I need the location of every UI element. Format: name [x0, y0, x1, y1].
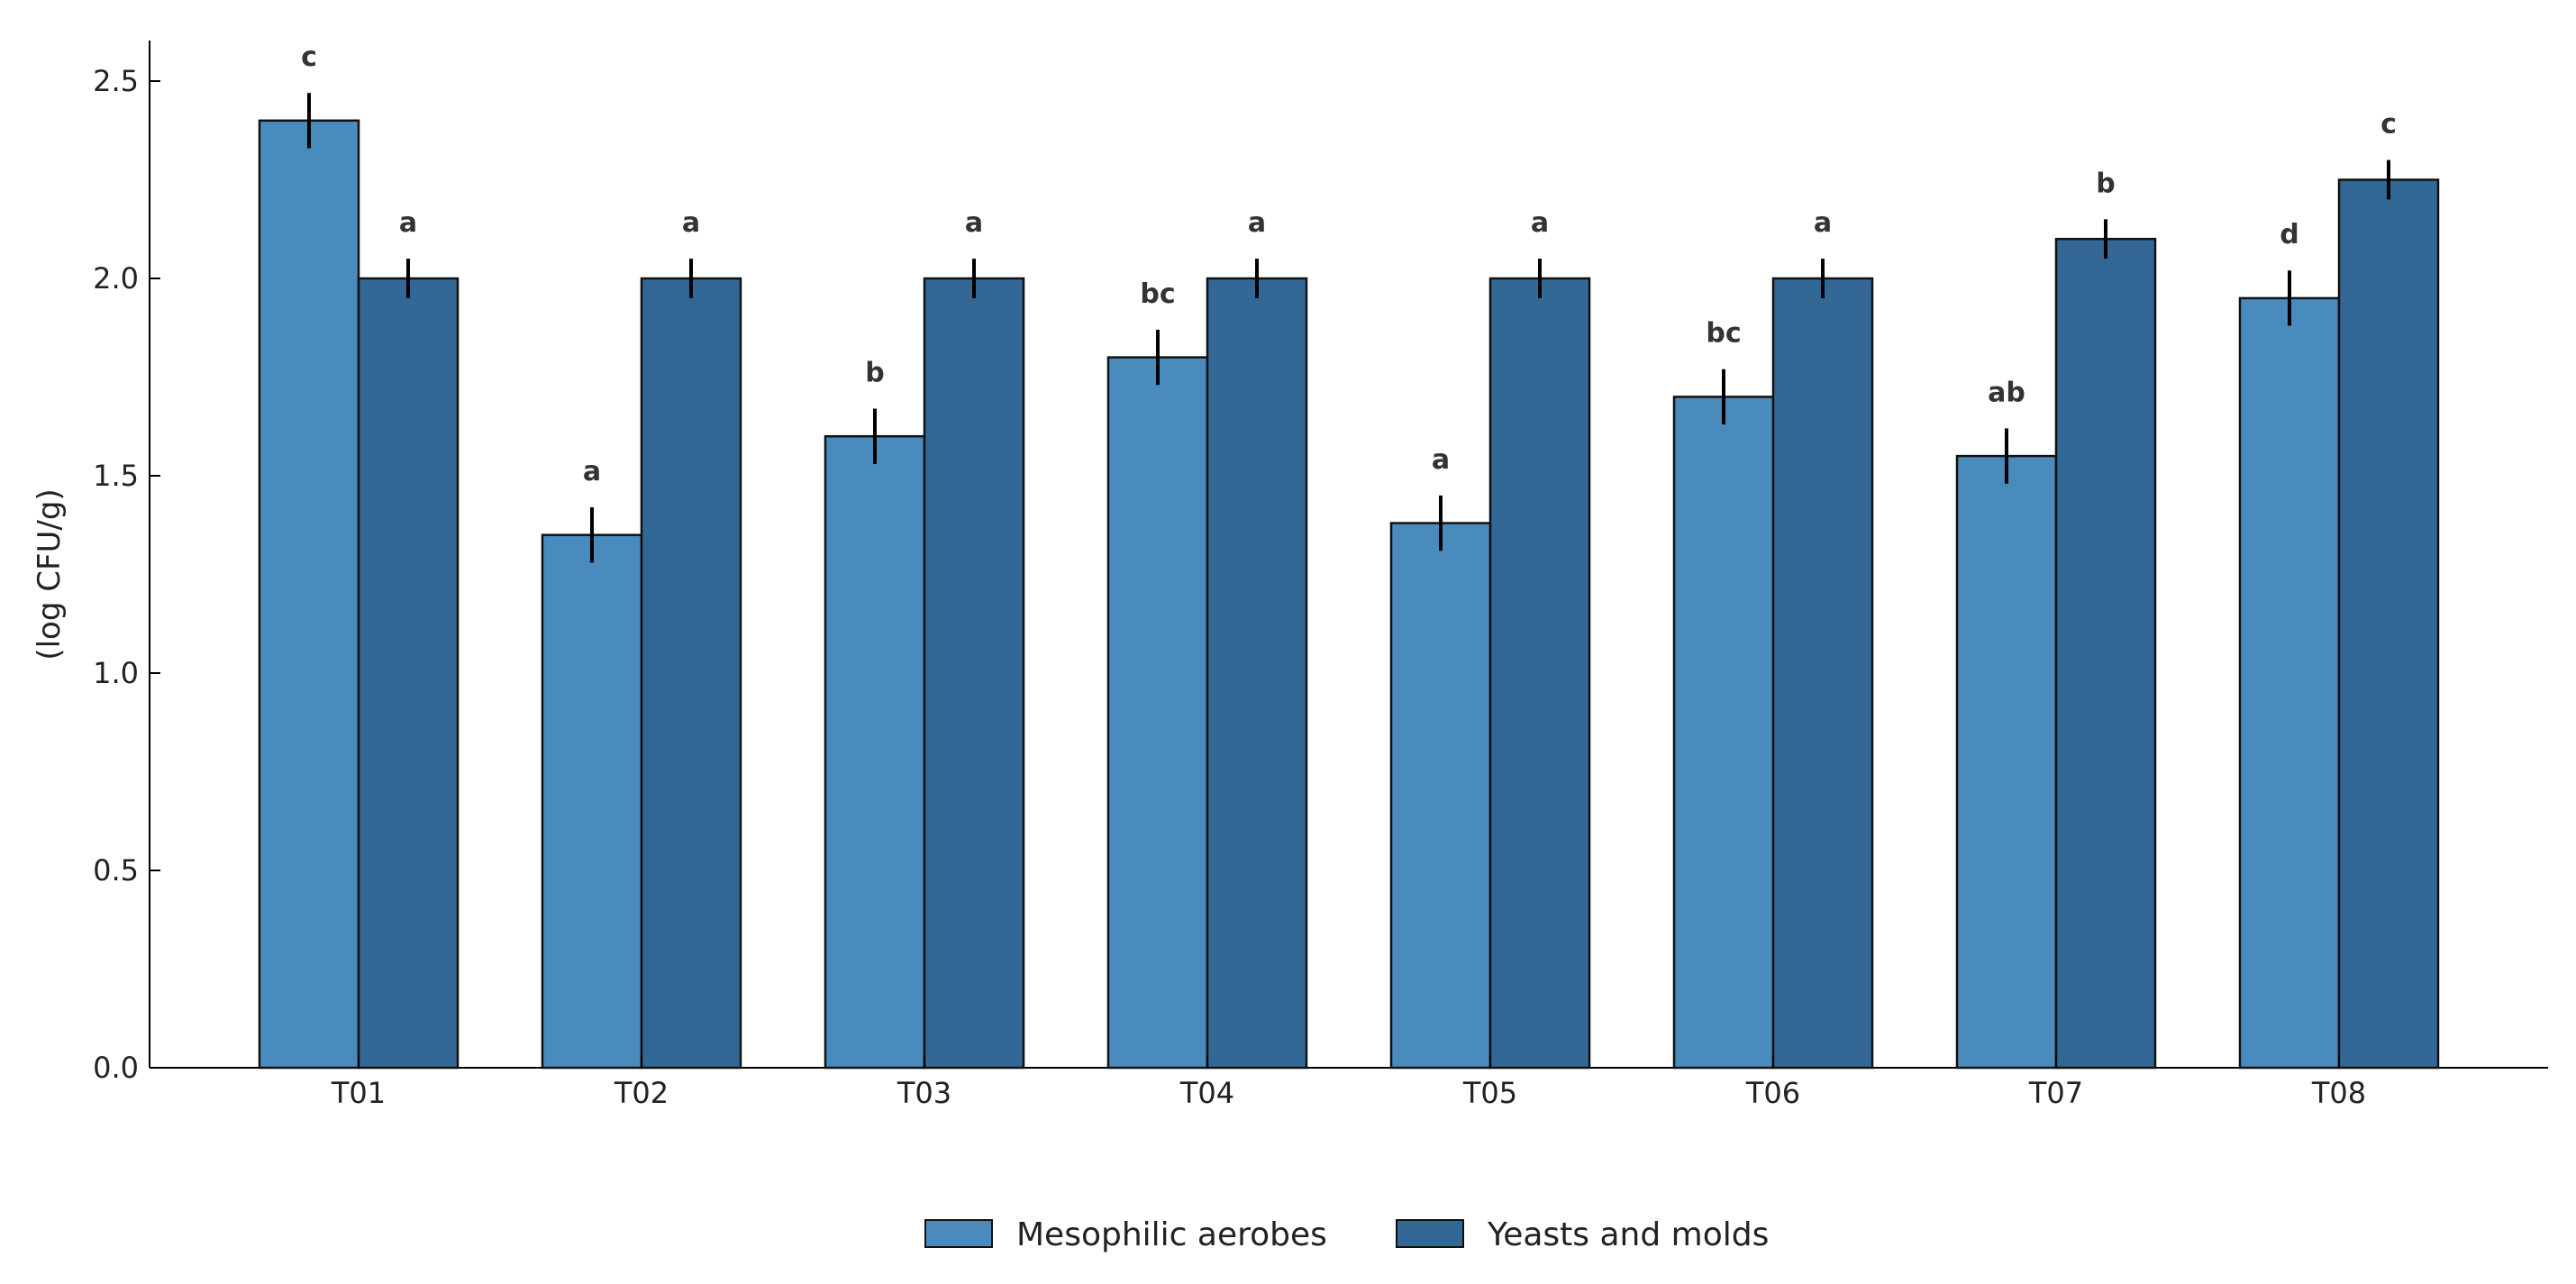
bar-mesophilic-t06: [1672, 396, 1775, 1070]
significance-label: a: [682, 207, 700, 239]
y-axis-label: (log CFU/g): [32, 488, 68, 660]
y-tick-label: 1.0: [93, 656, 139, 690]
legend-label: Mesophilic aerobes: [1016, 1216, 1327, 1253]
y-tick-label: 2.5: [93, 64, 139, 98]
bar-mesophilic-t01: [258, 119, 360, 1070]
significance-label: a: [1248, 207, 1266, 239]
bar-mesophilic-t04: [1106, 356, 1209, 1070]
significance-label: b: [2096, 168, 2115, 199]
legend: Mesophilic aerobes Yeasts and molds: [924, 1216, 1769, 1253]
y-tick-label: 2.0: [93, 261, 139, 296]
plot-area: 0.0 0.5 1.0 1.5 2.0 2.5 (log CFU/g) c a T01 a a T02 b…: [32, 41, 2548, 1110]
significance-label: a: [399, 207, 417, 239]
bar-yeasts-t02: [640, 277, 742, 1070]
legend-label: Yeasts and molds: [1487, 1216, 1769, 1253]
bar-mesophilic-t05: [1389, 522, 1492, 1070]
significance-label: bc: [1140, 278, 1175, 310]
bar-mesophilic-t08: [2238, 296, 2341, 1070]
x-tick-label: T05: [1462, 1076, 1517, 1110]
legend-swatch: [1396, 1219, 1464, 1248]
significance-label: bc: [1706, 318, 1741, 350]
x-tick-label: T08: [2311, 1076, 2366, 1110]
bar-mesophilic-t02: [541, 533, 643, 1070]
y-tick-label: 1.5: [93, 459, 139, 493]
bar-mesophilic-t03: [824, 434, 926, 1070]
y-tick-label: 0.5: [93, 853, 139, 888]
significance-label: c: [301, 41, 317, 73]
bar-yeasts-t03: [923, 277, 1025, 1070]
x-tick-label: T03: [897, 1076, 951, 1110]
significance-label: c: [2380, 109, 2397, 141]
x-tick-label: T06: [1745, 1076, 1800, 1110]
significance-label: b: [865, 358, 884, 389]
bar-yeasts-t08: [2337, 178, 2440, 1070]
significance-label: d: [2280, 219, 2298, 250]
significance-label: ab: [1988, 377, 2025, 408]
significance-label: a: [1432, 444, 1450, 476]
x-tick-label: T04: [1179, 1076, 1234, 1110]
x-tick-label: T02: [614, 1076, 669, 1110]
x-tick-label: T01: [331, 1076, 386, 1110]
bar-mesophilic-t07: [1955, 454, 2058, 1070]
bar-yeasts-t07: [2054, 237, 2157, 1070]
bar-yeasts-t04: [1206, 277, 1308, 1070]
legend-swatch: [924, 1219, 993, 1248]
x-tick-label: T07: [2028, 1076, 2083, 1110]
bar-yeasts-t05: [1488, 277, 1591, 1070]
bar-yeasts-t01: [357, 277, 460, 1070]
significance-label: a: [1531, 207, 1549, 239]
significance-label: a: [583, 456, 601, 487]
bar-yeasts-t06: [1771, 277, 1874, 1070]
y-tick-label: 0.0: [93, 1051, 139, 1085]
significance-label: a: [965, 207, 983, 239]
significance-label: a: [1814, 207, 1832, 239]
